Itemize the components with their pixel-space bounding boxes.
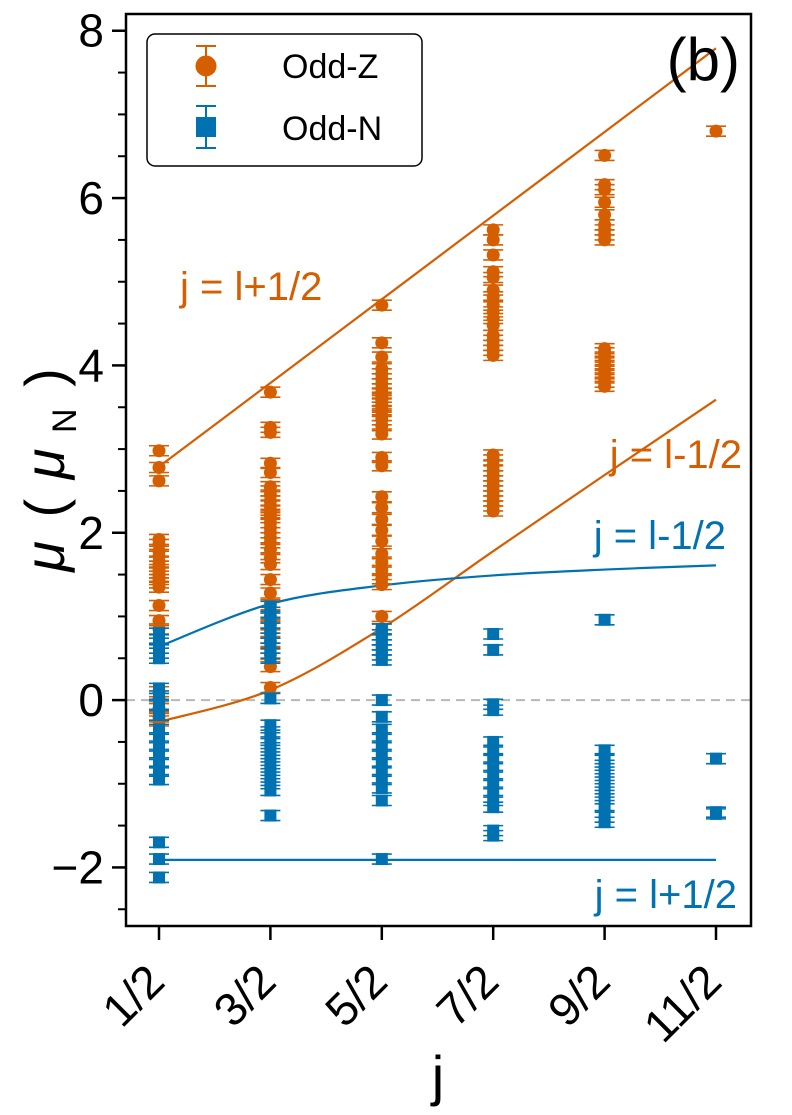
point-odd-n-0.5-15 bbox=[149, 773, 169, 786]
curve-2 bbox=[158, 564, 717, 648]
point-odd-n-2.5-16 bbox=[371, 781, 392, 794]
point-odd-n-2.5-7 bbox=[371, 694, 392, 707]
point-odd-n-4.5-0 bbox=[594, 613, 615, 626]
point-odd-z-0.5-15 bbox=[149, 599, 169, 613]
point-odd-z-2.5-2 bbox=[371, 350, 392, 364]
point-odd-n-4.5-9 bbox=[594, 799, 615, 812]
y-axis-title: μ ( μ N ) bbox=[13, 368, 88, 574]
point-odd-z-2.5-17 bbox=[371, 427, 392, 441]
point-odd-z-2.5-19 bbox=[371, 459, 392, 473]
legend-marker-odd-n bbox=[196, 105, 216, 149]
annotation-oddz-j-minus: j = l-1/2 bbox=[609, 433, 742, 477]
point-odd-n-3.5-3 bbox=[483, 704, 504, 717]
y-axis-close-paren: ) bbox=[13, 368, 76, 387]
point-odd-z-4.5-18 bbox=[594, 379, 615, 393]
y-tick-label: 4 bbox=[78, 339, 104, 391]
legend-label-odd-z: Odd-Z bbox=[282, 48, 378, 86]
point-odd-z-1.5-2 bbox=[260, 425, 281, 439]
legend-marker-odd-z bbox=[195, 45, 217, 87]
y-tick-label: 6 bbox=[78, 172, 104, 224]
point-odd-n-1.5-22 bbox=[260, 784, 281, 797]
point-odd-n-3.5-12 bbox=[483, 801, 504, 814]
y-axis-symbol: μ bbox=[13, 541, 76, 574]
point-odd-n-5.5-0 bbox=[706, 752, 726, 765]
point-odd-z-3.5-4 bbox=[483, 271, 504, 285]
point-odd-n-4.5-11 bbox=[594, 816, 615, 829]
legend-label-odd-n: Odd-N bbox=[282, 110, 382, 148]
point-odd-z-2.5-21 bbox=[371, 501, 392, 515]
point-odd-n-3.5-1 bbox=[483, 643, 504, 656]
point-odd-n-0.5-16 bbox=[149, 836, 169, 849]
y-tick-label: 0 bbox=[78, 674, 104, 726]
plot-frame bbox=[124, 12, 753, 928]
point-odd-z-5.5-0 bbox=[706, 124, 726, 138]
point-odd-z-4.5-8 bbox=[594, 233, 615, 247]
point-odd-n-5.5-2 bbox=[706, 807, 726, 820]
point-odd-z-1.5-4 bbox=[260, 466, 281, 480]
point-odd-z-0.5-2 bbox=[149, 474, 169, 488]
point-odd-n-0.5-18 bbox=[149, 871, 169, 884]
y-axis-open-paren: ( bbox=[13, 499, 76, 518]
point-odd-n-0.5-8 bbox=[149, 709, 169, 722]
point-odd-z-1.5-22 bbox=[260, 586, 281, 600]
point-odd-n-2.5-18 bbox=[371, 853, 392, 866]
point-odd-z-2.5-30 bbox=[371, 609, 392, 623]
point-odd-z-4.5-2 bbox=[594, 183, 615, 197]
point-odd-n-0.5-7 bbox=[149, 698, 169, 711]
point-odd-z-0.5-0 bbox=[149, 444, 169, 458]
y-tick-label: 8 bbox=[78, 5, 104, 57]
point-odd-n-3.5-0 bbox=[483, 627, 504, 640]
point-odd-z-2.5-0 bbox=[371, 298, 392, 312]
point-odd-z-2.5-29 bbox=[371, 578, 392, 592]
point-odd-z-0.5-1 bbox=[149, 460, 169, 474]
point-odd-z-3.5-15 bbox=[483, 348, 504, 362]
y-axis-unit-subscript: N bbox=[46, 408, 84, 433]
annotation-oddz-j-plus: j = l+1/2 bbox=[179, 265, 322, 309]
point-odd-n-0.5-4 bbox=[149, 652, 169, 665]
point-odd-z-1.5-0 bbox=[260, 385, 281, 399]
y-tick-label: 2 bbox=[78, 507, 104, 559]
point-odd-z-3.5-1 bbox=[483, 233, 504, 247]
annotation-oddn-j-minus: j = l-1/2 bbox=[593, 514, 726, 558]
point-odd-z-0.5-14 bbox=[149, 580, 169, 594]
point-odd-z-3.5-27 bbox=[483, 504, 504, 518]
point-odd-n-3.5-14 bbox=[483, 829, 504, 842]
point-odd-n-2.5-8 bbox=[371, 710, 392, 723]
point-odd-z-3.5-2 bbox=[483, 248, 504, 262]
point-odd-n-2.5-17 bbox=[371, 794, 392, 807]
point-odd-z-2.5-1 bbox=[371, 336, 392, 350]
point-odd-n-1.5-10 bbox=[260, 652, 281, 665]
data-points bbox=[149, 124, 726, 884]
y-axis-unit: μ bbox=[13, 449, 76, 482]
point-odd-n-1.5-11 bbox=[260, 692, 281, 705]
legend: Odd-Z Odd-N bbox=[146, 33, 423, 167]
annotation-oddn-j-plus: j = l+1/2 bbox=[594, 873, 737, 917]
svg-text:μ ( μ N: μ ( μ N ) bbox=[13, 368, 88, 574]
panel-label: (b) bbox=[667, 26, 740, 93]
y-tick-label: −2 bbox=[52, 841, 104, 893]
point-odd-n-2.5-6 bbox=[371, 653, 392, 666]
curve-0 bbox=[158, 47, 717, 468]
x-axis-title: j bbox=[430, 1044, 444, 1107]
point-odd-z-4.5-3 bbox=[594, 195, 615, 209]
point-odd-n-1.5-23 bbox=[260, 809, 281, 822]
point-odd-n-0.5-17 bbox=[149, 853, 169, 866]
point-odd-z-4.5-0 bbox=[594, 148, 615, 162]
point-odd-z-1.5-21 bbox=[260, 573, 281, 587]
point-odd-z-2.5-24 bbox=[371, 534, 392, 548]
point-odd-z-1.5-20 bbox=[260, 558, 281, 572]
